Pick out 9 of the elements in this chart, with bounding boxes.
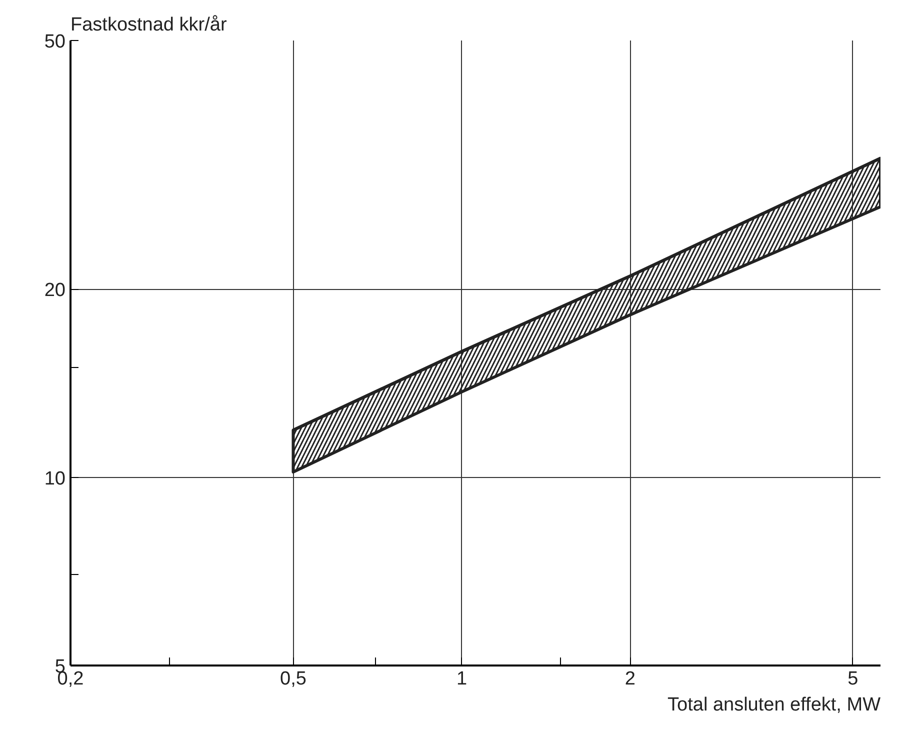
x-tick-label: 0,5 [280, 668, 306, 690]
x-tick-label: 5 [848, 668, 858, 690]
y-tick-label: 50 [44, 32, 66, 52]
y-tick-label: 20 [44, 280, 66, 302]
y-tick-label: 10 [44, 468, 66, 490]
x-tick-label: 2 [624, 668, 636, 690]
y-axis-title: Fastkostnad kkr/år [70, 14, 228, 36]
x-tick-label: 1 [456, 668, 468, 690]
x-axis-title: Total ansluten effekt, MW [668, 694, 881, 716]
